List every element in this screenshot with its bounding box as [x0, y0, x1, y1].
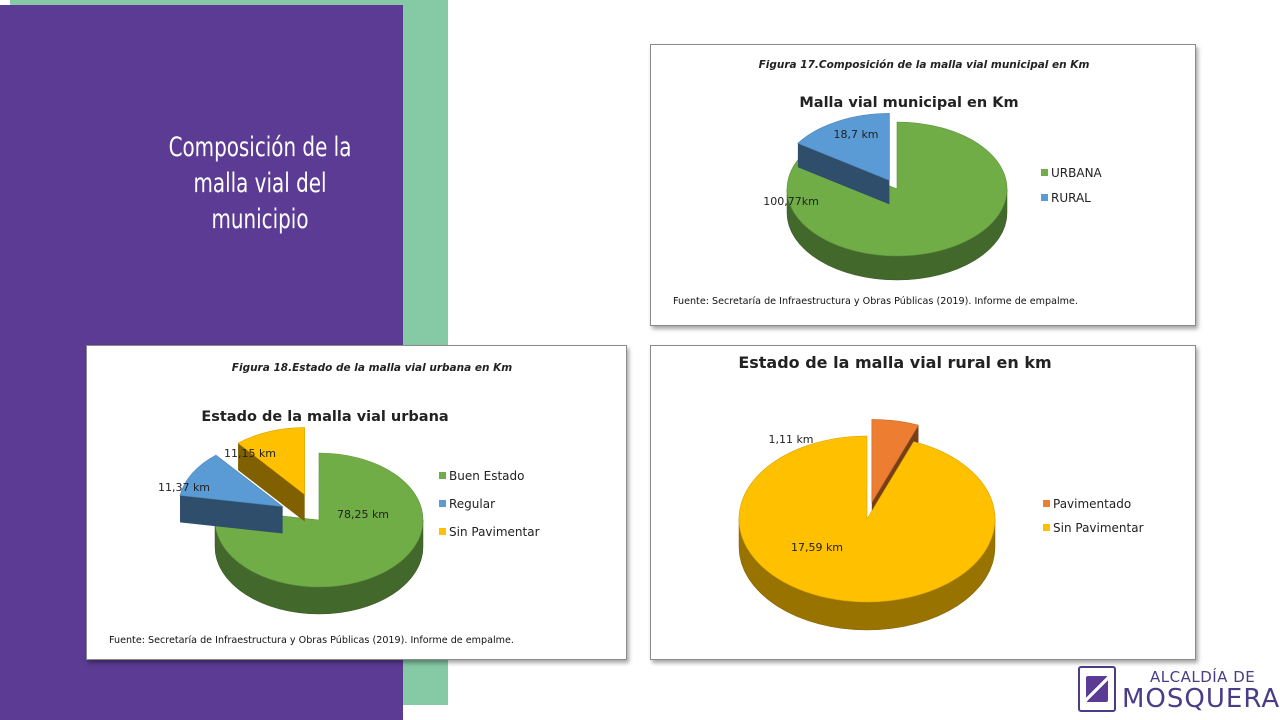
chart-source: Fuente: Secretaría de Infraestructura y … — [673, 295, 1078, 307]
chart-card-malla-vial-rural: Estado de la malla vial rural en km 1,11… — [650, 345, 1196, 660]
legend: Buen Estado Regular Sin Pavimentar — [439, 469, 540, 539]
municipal-emblem-icon — [1078, 666, 1116, 712]
legend-swatch — [1041, 169, 1048, 176]
legend-label: URBANA — [1051, 166, 1103, 180]
pie-slice-rural — [797, 113, 890, 205]
pie-slice-buen-estado — [214, 452, 424, 615]
alcaldia-mosquera-logo: ALCALDÍA DE MOSQUERA — [1078, 664, 1279, 716]
chart-malla-vial-rural: Estado de la malla vial rural en km 1,11… — [738, 353, 1144, 631]
chart-card-malla-vial-urbana: Figura 18.Estado de la malla vial urbana… — [86, 345, 627, 660]
legend-item: Buen Estado — [439, 469, 525, 483]
legend-item: Sin Pavimentar — [1043, 521, 1144, 535]
legend-label: Regular — [449, 497, 495, 511]
pie-group: 78,25 km 11,37 km 11,15 km — [158, 427, 424, 615]
data-label: 17,59 km — [791, 541, 843, 554]
legend-label: RURAL — [1051, 191, 1091, 205]
legend-label: Buen Estado — [449, 469, 525, 483]
logo-line1: ALCALDÍA DE — [1150, 668, 1256, 686]
chart-title: Malla vial municipal en Km — [799, 95, 1018, 111]
legend-item: URBANA — [1041, 166, 1103, 180]
pie-slice-sin-pavimentar — [738, 435, 996, 631]
pie-slice-sin-pavimentar — [237, 427, 305, 522]
legend: Pavimentado Sin Pavimentar — [1043, 497, 1144, 535]
chart-title: Estado de la malla vial rural en km — [738, 353, 1051, 372]
data-label: 78,25 km — [337, 508, 389, 521]
data-label: 11,15 km — [224, 447, 276, 460]
slide-title: Composición de la malla vial del municip… — [168, 132, 352, 235]
pie-slice-urbana — [786, 121, 1008, 281]
legend-item: Regular — [439, 497, 495, 511]
logo-line2: MOSQUERA — [1122, 684, 1280, 714]
chart-card-malla-vial-municipal: Figura 17.Composición de la malla vial m… — [650, 44, 1196, 326]
legend-swatch — [439, 500, 446, 507]
figure-label: Figura 17.Composición de la malla vial m… — [759, 59, 1090, 71]
legend-item: RURAL — [1041, 191, 1091, 205]
legend-swatch — [1043, 524, 1050, 531]
chart-source: Fuente: Secretaría de Infraestructura y … — [109, 634, 514, 646]
legend-swatch — [1041, 194, 1048, 201]
legend: URBANA RURAL — [1041, 166, 1103, 205]
pie-group: 100,77km 18,7 km — [763, 113, 1008, 281]
chart-malla-vial-urbana: Figura 18.Estado de la malla vial urbana… — [109, 362, 540, 646]
legend-swatch — [439, 472, 446, 479]
legend-label: Sin Pavimentar — [449, 525, 540, 539]
pie-slice-regular — [179, 454, 284, 534]
legend-item: Pavimentado — [1043, 497, 1131, 511]
data-label: 18,7 km — [833, 128, 878, 141]
data-label: 100,77km — [763, 195, 819, 208]
pie-group: 1,11 km 17,59 km — [738, 419, 996, 631]
legend-label: Pavimentado — [1053, 497, 1131, 511]
legend-item: Sin Pavimentar — [439, 525, 540, 539]
data-label: 11,37 km — [158, 481, 210, 494]
chart-malla-vial-municipal: Figura 17.Composición de la malla vial m… — [673, 59, 1103, 307]
legend-swatch — [439, 528, 446, 535]
legend-swatch — [1043, 500, 1050, 507]
data-label: 1,11 km — [768, 433, 813, 446]
figure-label: Figura 18.Estado de la malla vial urbana… — [232, 362, 512, 374]
chart-title: Estado de la malla vial urbana — [201, 409, 448, 425]
legend-label: Sin Pavimentar — [1053, 521, 1144, 535]
